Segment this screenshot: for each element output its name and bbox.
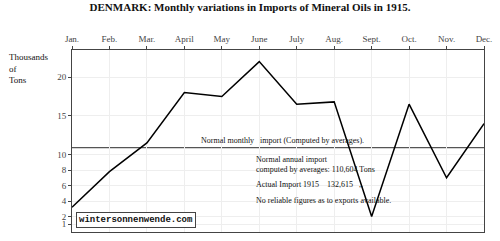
svg-text:Aug.: Aug. [325,34,343,44]
svg-text:1: 1 [62,219,67,229]
svg-text:20: 20 [57,72,67,82]
svg-text:8: 8 [62,165,67,175]
svg-text:10: 10 [57,150,67,160]
svg-text:Normal annual importcomputed b: Normal annual importcomputed by averages… [256,155,375,174]
svg-text:Sept.: Sept. [363,34,381,44]
svg-text:Feb.: Feb. [102,34,118,44]
svg-text:Oct.: Oct. [401,34,416,44]
svg-text:6: 6 [62,181,67,191]
svg-text:ThousandsofTons: ThousandsofTons [9,52,48,85]
svg-text:Jan.: Jan. [65,34,79,44]
svg-text:wintersonnenwende.com: wintersonnenwende.com [79,215,193,225]
svg-text:Actual Import 1915 132,615: Actual Import 1915 132,615 ,, [256,180,363,189]
svg-text:May: May [214,34,231,44]
svg-text:15: 15 [57,111,67,121]
svg-text:2: 2 [62,212,67,222]
svg-text:DENMARK: Monthly variations in: DENMARK: Monthly variations in Imports o… [90,1,411,13]
svg-text:Dec.: Dec. [476,34,493,44]
svg-text:Normal monthly import (Compu: Normal monthly import (Computed by avera… [201,136,364,145]
svg-text:4: 4 [62,196,67,206]
svg-text:Nov.: Nov. [438,34,455,44]
svg-text:June: June [251,34,268,44]
svg-text:April: April [175,34,194,44]
svg-text:No reliable figures as to expo: No reliable figures as to exports availa… [256,196,391,205]
svg-text:July: July [289,34,305,44]
svg-text:Mar.: Mar. [139,34,156,44]
